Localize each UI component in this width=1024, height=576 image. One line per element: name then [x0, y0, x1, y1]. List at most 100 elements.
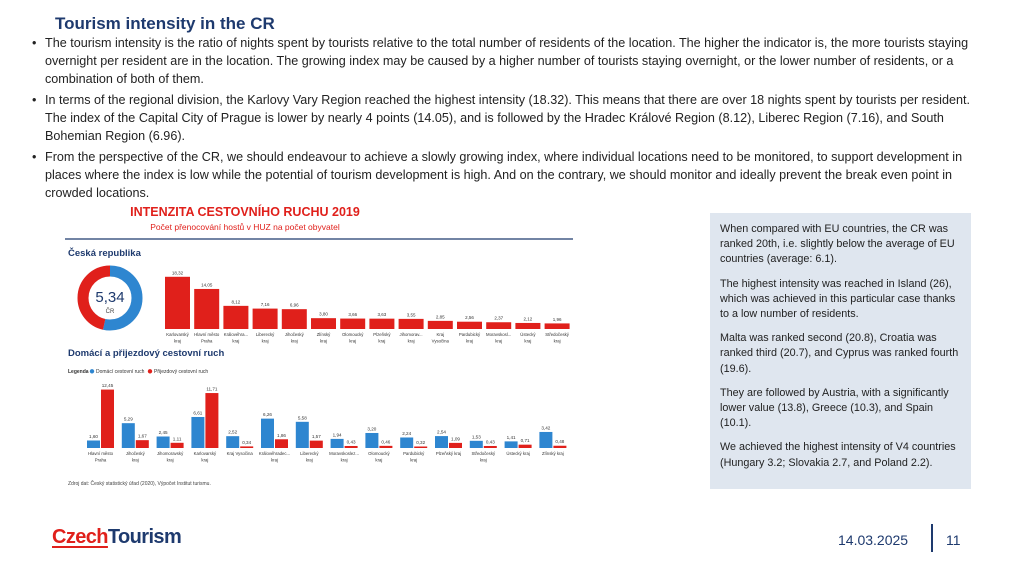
inbound-value-label: 0,43 [347, 439, 356, 444]
domestic-bar [226, 436, 240, 448]
region-bar [544, 323, 570, 329]
group-tick-label: Karlovarský [194, 451, 217, 456]
domestic-value-label: 1,94 [333, 432, 342, 437]
domestic-bar [365, 432, 379, 448]
group-tick-label: kraj [375, 458, 382, 463]
region-tick-label: Hlavní město [194, 332, 220, 337]
region-value-label: 18,32 [172, 270, 184, 275]
region-bar [486, 322, 512, 329]
region-value-label: 2,37 [494, 316, 503, 321]
domestic-value-label: 5,58 [298, 415, 307, 420]
region-bar [223, 305, 249, 329]
tourism-intensity-infographic: INTENZITA CESTOVNÍHO RUCHU 2019 Počet pře… [55, 202, 575, 492]
group-tick-label: Středočeský [471, 451, 495, 456]
region-bar [281, 309, 307, 329]
group-tick-label: Královéhradec... [259, 451, 290, 456]
region-bar [369, 318, 395, 329]
region-tick-label: kraj [554, 339, 561, 344]
region-tick-label: Moravskosl... [486, 332, 511, 337]
group-tick-label: Liberecký [300, 451, 319, 456]
legend-label-inbound: Přijezdový cestovní ruch [154, 369, 208, 375]
inbound-bar [101, 389, 114, 448]
domestic-bar [261, 418, 274, 448]
group-tick-label: kraj [480, 458, 487, 463]
region-value-label: 2,85 [436, 314, 445, 319]
section-title-domestic-inbound: Domácí a přijezdový cestovní ruch [68, 348, 224, 359]
inbound-bar [170, 442, 184, 448]
inbound-bar [205, 393, 219, 448]
donut-rest-arc [77, 265, 143, 331]
region-tick-label: kraj [232, 339, 239, 344]
region-tick-label: kraj [262, 339, 269, 344]
region-bar [515, 322, 541, 329]
group-tick-label: Ústecký kraj [506, 451, 529, 456]
group-tick-label: Olomoucký [368, 451, 390, 456]
group-tick-label: Praha [95, 458, 107, 463]
group-tick-label: Zlínský kraj [542, 451, 564, 456]
group-tick-label: kraj [271, 458, 278, 463]
group-tick-label: kraj [201, 458, 208, 463]
domestic-bar [504, 441, 518, 448]
domestic-bar [400, 437, 414, 448]
region-value-label: 2,12 [524, 316, 533, 321]
eu-comparison-panel: When compared with EU countries, the CR … [710, 213, 971, 489]
inbound-value-label: 1,67 [138, 434, 147, 439]
domestic-bar [295, 421, 309, 448]
logo-part-tourism: Tourism [107, 526, 182, 548]
region-value-label: 14,05 [201, 282, 213, 287]
infographic-svg: INTENZITA CESTOVNÍHO RUCHU 2019 Počet pře… [65, 204, 573, 487]
region-value-label: 6,96 [290, 303, 299, 308]
region-tick-label: Jihočeský [285, 332, 305, 337]
footer-divider [931, 524, 933, 552]
inbound-value-label: 0,46 [381, 439, 390, 444]
domestic-value-label: 3,42 [541, 425, 550, 430]
inbound-bar [483, 445, 497, 448]
inbound-bar [518, 444, 532, 448]
inbound-value-label: 0,43 [486, 439, 495, 444]
inbound-bar [240, 446, 254, 448]
domestic-value-label: 1,53 [472, 434, 481, 439]
region-tick-label: Pardubický [459, 332, 481, 337]
region-bar [457, 321, 482, 329]
region-tick-label: Karlovarský [166, 332, 189, 337]
domestic-bar [539, 431, 553, 448]
group-tick-label: Moravskoslez... [329, 451, 359, 456]
region-tick-label: Liberecký [256, 332, 275, 337]
domestic-value-label: 1,60 [89, 434, 98, 439]
region-bar [427, 320, 453, 329]
inbound-bar [414, 446, 428, 448]
panel-text-highest: The highest intensity was reached in Isl… [720, 277, 956, 321]
region-tick-label: Praha [201, 339, 213, 344]
inbound-bar [135, 440, 149, 448]
region-tick-label: kraj [524, 339, 531, 344]
region-tick-label: Kraj [436, 332, 444, 337]
domestic-bar [435, 436, 448, 448]
inbound-value-label: 12,45 [102, 383, 114, 388]
region-tick-label: kraj [291, 339, 298, 344]
region-bar [252, 308, 278, 329]
domestic-value-label: 2,24 [402, 431, 411, 436]
group-tick-label: Jihočeský [126, 451, 146, 456]
domestic-value-label: 2,52 [228, 430, 237, 435]
legend-label-domestic: Domácí cestovní ruch [96, 369, 145, 375]
domestic-value-label: 1,41 [507, 435, 516, 440]
group-tick-label: kraj [132, 458, 139, 463]
region-tick-label: Plzeňský [373, 332, 391, 337]
region-tick-label: kraj [378, 339, 385, 344]
section-title-cr: Česká republika [68, 247, 142, 259]
region-tick-label: Zlínský [317, 332, 331, 337]
region-bar [165, 276, 190, 329]
inbound-value-label: 1,09 [451, 436, 460, 441]
region-bar [311, 318, 336, 329]
inbound-value-label: 0,34 [242, 440, 251, 445]
domestic-value-label: 3,20 [367, 426, 376, 431]
domestic-value-label: 6,26 [263, 412, 272, 417]
slide-title: Tourism intensity in the CR [55, 14, 275, 33]
region-tick-label: kraj [174, 339, 181, 344]
bullet-definition: The tourism intensity is the ratio of ni… [28, 34, 978, 88]
region-value-label: 8,12 [232, 299, 241, 304]
domestic-bar [87, 440, 100, 448]
domestic-value-label: 2,45 [159, 430, 168, 435]
legend-swatch-domestic [89, 369, 95, 374]
region-value-label: 3,55 [407, 312, 416, 317]
